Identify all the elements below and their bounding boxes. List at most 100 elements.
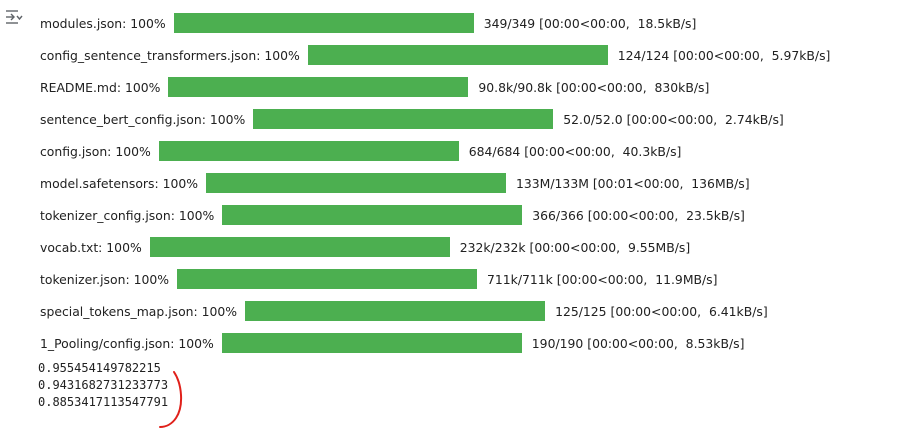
progress-row: config.json: 100% 684/684 [00:00<00:00, 4…	[40, 135, 830, 167]
progress-timing: [00:00<00:00, 830kB/s]	[556, 79, 710, 95]
progress-percent: 100%	[178, 207, 215, 223]
progress-timing: [00:00<00:00, 2.74kB/s]	[626, 111, 784, 127]
progress-counts: 133M/133M	[516, 175, 589, 191]
progress-bar-fill	[206, 173, 507, 193]
progress-bar	[177, 269, 477, 289]
progress-bar-fill	[149, 237, 450, 257]
progress-bar-fill	[221, 333, 522, 353]
printed-similarity-scores: 0.955454149782215 0.9431682731233773 0.885…	[38, 360, 168, 411]
progress-stats: 349/349 [00:00<00:00, 18.5kB/s]	[484, 16, 697, 31]
progress-stats: 190/190 [00:00<00:00, 8.53kB/s]	[532, 336, 745, 351]
progress-bar	[158, 141, 459, 161]
progress-bar	[149, 237, 450, 257]
progress-file-name: config_sentence_transformers.json:	[40, 47, 265, 63]
progress-timing: [00:00<00:00, 11.9MB/s]	[556, 271, 718, 287]
progress-bar	[168, 77, 469, 97]
progress-timing: [00:00<00:00, 23.5kB/s]	[587, 207, 745, 223]
progress-row: tokenizer_config.json: 100% 366/366 [00:0…	[40, 199, 830, 231]
progress-file-name: vocab.txt:	[40, 239, 107, 255]
collapse-output-icon[interactable]	[4, 8, 24, 28]
progress-label: tokenizer_config.json: 100%	[40, 208, 214, 223]
progress-percent: 100%	[209, 111, 246, 127]
progress-stats: 124/124 [00:00<00:00, 5.97kB/s]	[618, 48, 831, 63]
progress-label: config.json: 100%	[40, 144, 151, 159]
progress-timing: [00:00<00:00, 18.5kB/s]	[539, 15, 697, 31]
progress-row: modules.json: 100% 349/349 [00:00<00:00, …	[40, 7, 830, 39]
progress-label: modules.json: 100%	[40, 16, 166, 31]
progress-label: tokenizer.json: 100%	[40, 272, 169, 287]
progress-label: vocab.txt: 100%	[40, 240, 142, 255]
progress-bar	[221, 333, 522, 353]
progress-stats: 684/684 [00:00<00:00, 40.3kB/s]	[469, 144, 682, 159]
progress-row: tokenizer.json: 100% 711k/711k [00:00<00:…	[40, 263, 830, 295]
progress-file-name: modules.json:	[40, 15, 131, 31]
progress-percent: 100%	[178, 335, 214, 351]
printed-score-line: 0.8853417113547791	[38, 395, 169, 409]
red-bracket-annotation	[159, 371, 182, 428]
progress-percent: 100%	[130, 15, 166, 31]
progress-timing: [00:00<00:00, 6.41kB/s]	[610, 303, 768, 319]
progress-bar-fill	[173, 13, 474, 33]
progress-label: model.safetensors: 100%	[40, 176, 198, 191]
progress-bar	[307, 45, 608, 65]
progress-file-name: model.safetensors:	[40, 175, 163, 191]
progress-counts: 125/125	[555, 303, 607, 319]
progress-label: config_sentence_transformers.json: 100%	[40, 48, 300, 63]
progress-label: special_tokens_map.json: 100%	[40, 304, 237, 319]
progress-bar-fill	[158, 141, 459, 161]
progress-counts: 711k/711k	[487, 271, 553, 287]
progress-stats: 232k/232k [00:00<00:00, 9.55MB/s]	[460, 240, 690, 255]
progress-counts: 124/124	[617, 47, 670, 63]
progress-timing: [00:01<00:00, 136MB/s]	[592, 175, 750, 191]
progress-counts: 90.8k/90.8k	[478, 79, 553, 95]
progress-stats: 90.8k/90.8k [00:00<00:00, 830kB/s]	[478, 80, 709, 95]
progress-file-name: README.md:	[40, 79, 125, 95]
progress-row: sentence_bert_config.json: 100% 52.0/52.0…	[40, 103, 830, 135]
progress-counts: 366/366	[532, 207, 584, 223]
progress-bar-fill	[307, 45, 608, 65]
progress-file-name: config.json:	[40, 143, 116, 159]
progress-row: 1_Pooling/config.json: 100% 190/190 [00:0…	[40, 327, 830, 359]
progress-stats: 133M/133M [00:01<00:00, 136MB/s]	[516, 176, 750, 191]
progress-counts: 684/684	[468, 143, 521, 159]
progress-bar	[253, 109, 554, 129]
progress-bar-fill	[245, 301, 546, 321]
progress-bar	[222, 205, 523, 225]
progress-bar-fill	[222, 205, 523, 225]
progress-file-name: sentence_bert_config.json:	[40, 111, 210, 127]
progress-bar-fill	[168, 77, 469, 97]
progress-percent: 100%	[133, 271, 169, 287]
printed-score-line: 0.955454149782215	[38, 361, 161, 375]
progress-stats: 52.0/52.0 [00:00<00:00, 2.74kB/s]	[563, 112, 784, 127]
progress-bar	[206, 173, 507, 193]
progress-bar-fill	[177, 269, 477, 289]
progress-counts: 232k/232k	[459, 239, 526, 255]
progress-stats: 125/125 [00:00<00:00, 6.41kB/s]	[555, 304, 768, 319]
progress-percent: 100%	[115, 143, 151, 159]
printed-score-line: 0.9431682731233773	[38, 378, 169, 392]
progress-counts: 190/190	[531, 335, 584, 351]
progress-file-name: tokenizer_config.json:	[40, 207, 179, 223]
progress-counts: 349/349	[483, 15, 536, 31]
progress-stats: 711k/711k [00:00<00:00, 11.9MB/s]	[487, 272, 717, 287]
progress-row: README.md: 100% 90.8k/90.8k [00:00<00:00,…	[40, 71, 830, 103]
progress-timing: [00:00<00:00, 8.53kB/s]	[587, 335, 745, 351]
progress-bar	[173, 13, 474, 33]
progress-percent: 100%	[124, 79, 161, 95]
progress-bar	[245, 301, 546, 321]
progress-percent: 100%	[162, 175, 199, 191]
progress-timing: [00:00<00:00, 5.97kB/s]	[673, 47, 831, 63]
progress-row: special_tokens_map.json: 100% 125/125 [00…	[40, 295, 830, 327]
progress-percent: 100%	[106, 239, 142, 255]
progress-row: vocab.txt: 100% 232k/232k [00:00<00:00, 9…	[40, 231, 830, 263]
progress-file-name: tokenizer.json:	[40, 271, 134, 287]
progress-bar-fill	[253, 109, 554, 129]
progress-counts: 52.0/52.0	[563, 111, 623, 127]
progress-timing: [00:00<00:00, 9.55MB/s]	[529, 239, 691, 255]
progress-timing: [00:00<00:00, 40.3kB/s]	[524, 143, 682, 159]
progress-file-name: 1_Pooling/config.json:	[40, 335, 179, 351]
progress-stats: 366/366 [00:00<00:00, 23.5kB/s]	[532, 208, 745, 223]
progress-label: sentence_bert_config.json: 100%	[40, 112, 245, 127]
progress-file-name: special_tokens_map.json:	[40, 303, 202, 319]
progress-row: model.safetensors: 100% 133M/133M [00:01<…	[40, 167, 830, 199]
